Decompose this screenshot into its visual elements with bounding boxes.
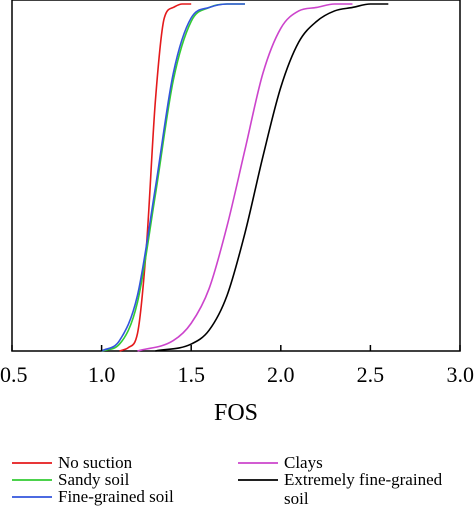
x-tick-label: 1.5 <box>177 362 205 387</box>
series-line-3 <box>101 3 245 352</box>
legend-label: Sandy soil <box>58 470 130 489</box>
legend-label: Fine-grained soil <box>58 487 174 506</box>
series-line-5 <box>155 3 389 352</box>
series-line-4 <box>137 3 353 352</box>
plot-frame <box>11 0 461 352</box>
series-line-1 <box>119 3 192 352</box>
x-tick-label: 2.0 <box>267 362 295 387</box>
legend-label: No suction <box>58 453 133 472</box>
series-layer <box>101 3 389 352</box>
x-tick-label: 0.5 <box>0 362 28 387</box>
x-tick-label: 1.0 <box>88 362 116 387</box>
x-axis-title: FOS <box>214 400 258 426</box>
x-tick-label: 2.5 <box>357 362 385 387</box>
legend-label: Extremely fine-grained soil <box>284 470 443 508</box>
x-tick-label: 3.0 <box>447 362 474 387</box>
series-line-2 <box>101 3 245 352</box>
legend-label: Clays <box>284 453 323 472</box>
x-axis-ticks: 0.5 1.0 1.5 2.0 2.5 3.0 <box>0 345 474 387</box>
